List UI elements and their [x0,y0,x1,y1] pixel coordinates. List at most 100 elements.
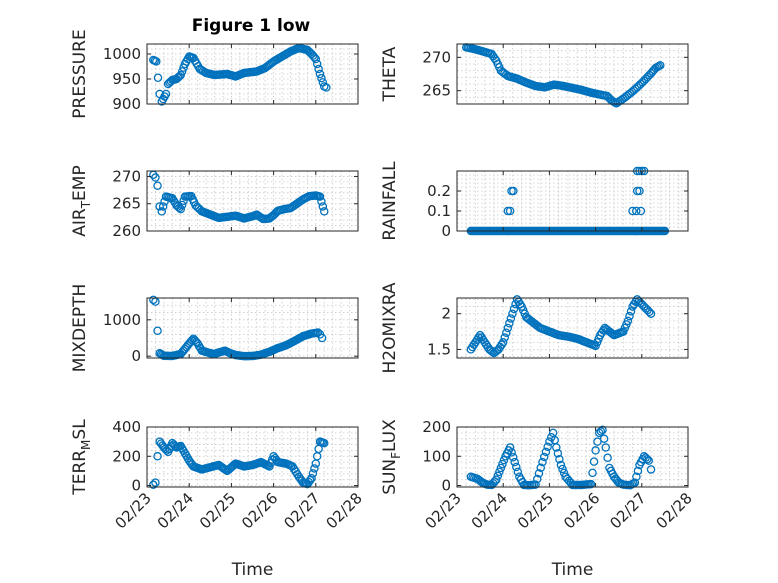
data-point [152,57,161,66]
axes-border [146,170,359,232]
y-axis-label: PRESSURE [70,29,90,118]
data-point [503,323,513,333]
data-point [151,173,160,182]
axes-border [146,426,359,488]
data-point [593,437,602,446]
axes-border [456,297,689,359]
data-point [508,309,517,318]
data-point [176,70,186,80]
axes-frame [456,170,689,232]
y-tick-label: 200 [112,447,141,465]
panel-rainfall: 0 0.1 0.2 RAINFALL [380,161,689,241]
data-point [322,83,331,92]
data-point [513,467,523,477]
data-point [534,469,544,478]
data-point [633,466,643,476]
y-tick-label: 260 [112,222,141,240]
data-point [502,328,511,338]
data-point [319,207,329,216]
data-point [308,469,318,478]
data-point [509,304,519,314]
data-point [496,463,506,473]
x-tick-label: 02/23 [422,489,465,532]
data-point [153,452,162,461]
y-axis-label: SUNFLUX [380,419,403,495]
data-point [500,333,509,342]
data-point [552,443,561,452]
data-point [173,202,183,211]
data-point [305,475,315,485]
data-point [505,206,515,216]
data-point [588,468,597,478]
data-point [317,197,326,206]
data-point [173,73,183,82]
data-point [509,186,518,196]
panel-h2omixra: 1.5 2 H2OMIXRA [380,282,689,374]
data-point [304,47,314,56]
data-point [632,472,641,482]
y-tick-label: 0 [131,477,141,495]
data-point [536,463,545,473]
data-point [541,447,551,457]
data-point [153,326,162,335]
data-point [493,471,503,481]
y-tick-label: 0 [441,477,451,495]
panel-airtemp: 260 265 270 AIRTEMP [70,165,359,240]
y-tick-label: 270 [422,48,451,66]
y-axis-label: MIXDEPTH [70,284,90,373]
data-point [558,464,567,474]
x-tick-label: 02/26 [560,489,603,532]
y-tick-label: 1000 [103,45,141,63]
data-point [153,73,163,83]
data-point [533,474,542,484]
y-tick-label: 400 [112,418,141,436]
data-point [312,59,322,69]
data-point [632,186,642,196]
data-point [318,202,328,211]
data-point [176,204,186,214]
x-tick-label: 02/24 [154,489,197,532]
data-point [608,329,617,339]
data-point [151,478,160,487]
data-point [315,69,325,79]
data-point [556,460,566,470]
data-point [507,448,516,457]
axes-border [456,426,689,488]
data-point [626,307,636,316]
data-point [177,200,187,210]
data-point [505,318,514,328]
x-tick-label: 02/24 [468,489,511,532]
data-point [149,295,158,305]
data-point [155,202,164,211]
y-tick-label: 0 [131,347,141,365]
x-tick-label: 02/27 [606,489,649,532]
axes-border [146,43,359,105]
data-point [623,316,633,326]
y-tick-label: 1.5 [427,340,451,358]
data-point [555,454,564,464]
data-point [311,54,321,64]
data-point [586,479,596,489]
data-point [539,452,549,462]
panel-theta: 265 270 THETA [380,43,689,108]
y-tick-label: 100 [422,447,451,465]
data-point [591,446,600,455]
data-point [498,459,507,469]
data-point [646,309,656,318]
data-point [510,457,519,467]
data-point [599,434,609,443]
data-point [317,73,326,83]
axes-border [146,297,359,359]
y-axis-label: RAINFALL [380,161,400,241]
y-tick-label: 0.1 [427,202,451,220]
data-point [543,442,552,452]
y-axis-label: THETA [380,46,400,102]
data-point [545,437,554,446]
x-tick-label: 02/28 [653,489,696,532]
data-point [157,207,167,216]
y-axis-label: H2OMIXRA [380,282,400,373]
y-tick-label: 900 [112,95,141,113]
axes-border [456,43,689,105]
